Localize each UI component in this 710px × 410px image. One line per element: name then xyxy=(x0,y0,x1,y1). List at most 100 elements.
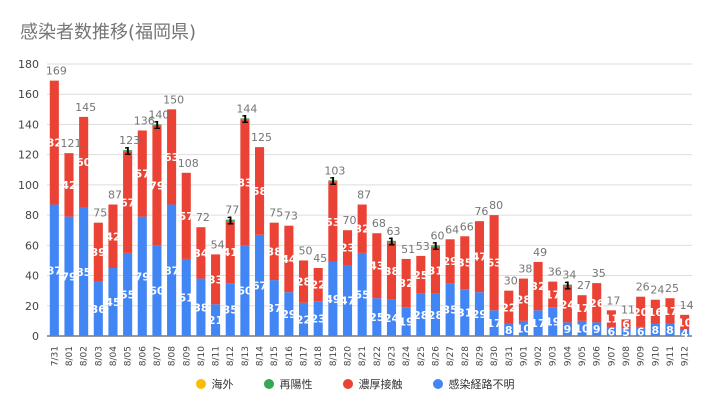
bar-segment xyxy=(621,319,631,329)
legend-item-unknown-route: 感染経路不明 xyxy=(432,376,515,392)
bar-segment xyxy=(533,310,543,336)
x-axis: 7/31 8/01 8/02 8/03 8/04 8/05 8/06 8/07 8/08 8/09… xyxy=(50,346,690,366)
bar-total-label: 108 xyxy=(178,157,199,170)
bar-total-label: 80 xyxy=(489,199,503,212)
bar-data-label: 16 xyxy=(648,306,664,319)
bar-segment xyxy=(430,245,441,247)
x-tick-label: 9/08 xyxy=(622,346,632,366)
bar-segment xyxy=(298,302,309,336)
bar-total-label: 17 xyxy=(606,294,620,307)
bar-segment xyxy=(284,292,294,336)
x-tick-label: 8/12 xyxy=(226,346,236,366)
bar-data-label: 38 xyxy=(267,245,282,258)
bar-segment xyxy=(518,320,528,336)
bar-total-label: 53 xyxy=(416,240,430,253)
bar-segment xyxy=(372,298,382,336)
bar-segment xyxy=(255,147,265,235)
bar-total-label: 26 xyxy=(636,281,650,294)
bar-segment xyxy=(137,216,147,336)
bar-total-label: 169 xyxy=(46,65,67,78)
x-tick-label: 9/12 xyxy=(681,346,691,366)
y-axis: 0 20 40 60 80 100 120 140 160 180 xyxy=(18,58,39,343)
bar-data-label: 8 xyxy=(666,324,674,337)
bar-segment xyxy=(386,242,397,300)
bar-segment xyxy=(152,125,162,246)
bar-segment xyxy=(108,268,118,336)
bar-data-label: 87 xyxy=(47,264,62,277)
bar-data-label: 60 xyxy=(76,156,92,169)
x-tick-label: 8/07 xyxy=(153,346,163,366)
bar-data-label: 58 xyxy=(252,185,267,198)
bar-data-label: 10 xyxy=(574,322,590,335)
bar-data-label: 63 xyxy=(164,151,179,164)
bar-data-label: 45 xyxy=(105,296,120,309)
bar-data-label: 10 xyxy=(516,322,532,335)
bar-data-label: 17 xyxy=(574,302,589,315)
bar-total-label: 87 xyxy=(357,189,371,202)
bar-data-label: 32 xyxy=(530,280,545,293)
y-tick-label: 60 xyxy=(25,239,39,252)
bar-data-label: 6 xyxy=(622,318,630,331)
x-tick-label: 9/02 xyxy=(534,346,544,366)
bar-segment xyxy=(357,252,367,336)
data-labels: 8782169794212185601453639754542875567112… xyxy=(46,65,694,340)
bar-segment xyxy=(123,252,133,336)
bar-data-label: 57 xyxy=(135,168,150,181)
bar-segment xyxy=(474,292,484,336)
bar-segment xyxy=(680,314,690,330)
bar-segment xyxy=(533,261,543,311)
bar-data-label: 22 xyxy=(296,313,311,326)
bar-total-label: 25 xyxy=(665,282,679,295)
bar-segment xyxy=(562,286,572,323)
bar-total-label: 11 xyxy=(621,303,635,316)
x-tick-label: 8/11 xyxy=(212,346,222,366)
bar-data-label: 28 xyxy=(413,309,428,322)
bar-data-label: 24 xyxy=(384,312,400,325)
bar-total-label: 49 xyxy=(533,246,547,259)
x-tick-label: 9/10 xyxy=(651,346,661,366)
x-tick-label: 8/16 xyxy=(285,346,295,366)
bar-data-label: 53 xyxy=(325,216,340,229)
bar-data-label: 38 xyxy=(193,301,208,314)
bar-data-label: 20 xyxy=(633,306,649,319)
bar-segment xyxy=(445,239,455,284)
bar-segment xyxy=(504,323,514,336)
bar-data-label: 79 xyxy=(61,270,76,283)
x-tick-label: 9/06 xyxy=(593,346,603,366)
y-tick-label: 180 xyxy=(18,58,39,71)
bar-data-label: 22 xyxy=(501,301,516,314)
bar-segment xyxy=(269,280,279,336)
bar-data-label: 29 xyxy=(281,308,296,321)
bar-segment xyxy=(342,230,353,265)
x-tick-label: 9/03 xyxy=(549,346,559,366)
bar-total-label: 24 xyxy=(650,284,664,297)
bar-total-label: 140 xyxy=(148,108,169,121)
legend: 海外 再陽性 濃厚接触 感染経路不明 xyxy=(0,377,710,391)
bar-data-label: 19 xyxy=(398,316,413,329)
bar-total-label: 66 xyxy=(460,220,474,233)
bar-data-label: 29 xyxy=(472,308,487,321)
x-tick-label: 8/01 xyxy=(65,346,75,366)
x-tick-label: 8/23 xyxy=(387,346,397,366)
bar-total-label: 54 xyxy=(211,238,225,251)
bar-data-label: 37 xyxy=(267,302,282,315)
bar-segment xyxy=(650,299,660,324)
bar-segment xyxy=(108,204,118,268)
x-tick-label: 8/14 xyxy=(256,346,266,366)
bar-total-label: 136 xyxy=(134,114,155,127)
x-tick-label: 9/07 xyxy=(607,346,617,366)
bar-segment xyxy=(284,225,294,293)
bar-data-label: 8 xyxy=(505,324,513,337)
bar-segment xyxy=(79,207,89,336)
bar-segment xyxy=(49,80,59,205)
bar-data-label: 9 xyxy=(593,323,601,336)
bar-total-label: 144 xyxy=(236,102,257,115)
legend-label-unknown-route: 感染経路不明 xyxy=(448,378,515,391)
bar-data-label: 23 xyxy=(340,242,355,255)
bar-segment xyxy=(680,329,690,336)
bar-total-label: 38 xyxy=(518,263,532,276)
x-tick-label: 8/04 xyxy=(109,346,119,366)
bar-segment xyxy=(181,258,191,336)
bar-segment xyxy=(430,246,441,294)
y-tick-label: 120 xyxy=(18,149,39,162)
